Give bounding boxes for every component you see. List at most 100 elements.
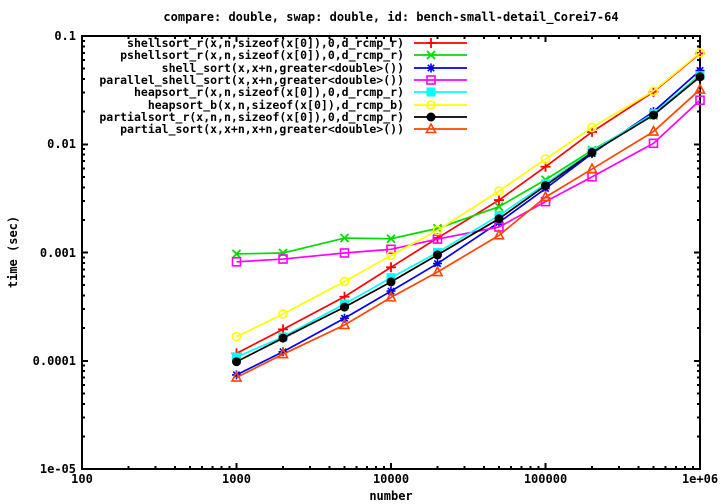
- circle-open-marker: [695, 47, 705, 58]
- x-tick-label: 1e+06: [681, 472, 719, 486]
- circle-open-marker: [648, 86, 659, 96]
- legend-item-label: pshellsort_r(x,n,sizeof(x[0]),0,d_rcmp_r…: [120, 48, 404, 63]
- series-line: [236, 76, 701, 363]
- legend-item-label: shellsort_r(x,n,sizeof(x[0]),0,d_rcmp_r): [127, 36, 404, 51]
- cross-marker: [231, 249, 242, 259]
- circle-open-marker: [494, 186, 504, 196]
- legend-item-label: parallel_shell_sort(x,x+n,greater<double…: [99, 73, 404, 88]
- cross-marker: [426, 50, 436, 61]
- x-tick-label: 10000: [372, 472, 410, 486]
- triangle-open-marker: [338, 318, 351, 330]
- chart-title: compare: double, swap: double, id: bench…: [163, 10, 619, 24]
- legend-item: parallel_shell_sort(x,x+n,greater<double…: [0, 74, 468, 86]
- cross-marker: [494, 202, 504, 212]
- asterisk-marker: [278, 347, 288, 357]
- legend-item: shell_sort(x,x+n,greater<double>()): [0, 62, 468, 74]
- cross-marker: [339, 233, 350, 243]
- series-line: [236, 52, 701, 338]
- circle-filled-marker: [339, 302, 349, 312]
- legend-item: shellsort_r(x,n,sizeof(x[0]),0,d_rcmp_r): [0, 37, 468, 49]
- square-open-marker: [648, 138, 659, 149]
- circle-filled-marker: [587, 147, 597, 157]
- x-axis-label: number: [369, 489, 413, 503]
- legend-item-label: partialsort_r(x,n,n,sizeof(x[0]),0,d_rcm…: [99, 109, 404, 124]
- square-open-marker: [231, 257, 242, 267]
- legend-item: heapsort_b(x,n,sizeof(x[0]),d_rcmp_b): [0, 97, 468, 112]
- square-filled-marker: [232, 352, 241, 362]
- circle-open-marker: [339, 276, 350, 287]
- triangle-open-marker: [647, 124, 660, 136]
- series-line: [236, 52, 701, 355]
- triangle-open-marker: [425, 123, 437, 134]
- triangle-open-marker: [694, 82, 706, 94]
- asterisk-marker: [426, 63, 436, 73]
- legend-item-sample: [414, 112, 467, 122]
- asterisk-marker: [232, 370, 241, 380]
- triangle-open-marker: [431, 265, 444, 277]
- x-tick-label: 100000: [523, 472, 568, 486]
- y-tick-label: 0.001: [39, 245, 76, 260]
- legend-item-sample: [414, 99, 467, 110]
- circle-filled-marker: [426, 112, 436, 122]
- circle-filled-marker: [494, 214, 504, 224]
- x-tick-label: 1000: [222, 472, 251, 486]
- series-line: [236, 88, 701, 379]
- y-tick-label: 0.0001: [32, 353, 76, 368]
- legend-item: partial_sort(x,x+n,x+n,greater<double>()…: [0, 123, 468, 135]
- series-line: [236, 75, 701, 358]
- y-tick-label: 0.01: [47, 137, 76, 152]
- square-open-marker: [426, 75, 436, 85]
- legend-item-sample: [414, 123, 467, 134]
- legend-item: heapsort_r(x,n,sizeof(x[0]),0,d_rcmp_r): [0, 86, 468, 98]
- legend-item-label: partial_sort(x,x+n,x+n,greater<double>()…: [120, 122, 404, 137]
- x-tick-label: 100: [71, 472, 93, 486]
- circle-open-marker: [426, 99, 436, 110]
- legend-item: partialsort_r(x,n,n,sizeof(x[0]),0,d_rcm…: [0, 111, 468, 123]
- legend: shellsort_r(x,n,sizeof(x[0]),0,d_rcmp_r)…: [0, 37, 468, 135]
- y-tick-label: 0.1: [54, 29, 76, 43]
- circle-filled-marker: [433, 250, 443, 260]
- legend-item-sample: [414, 75, 467, 85]
- circle-filled-marker: [541, 181, 550, 191]
- triangle-open-marker: [493, 228, 505, 240]
- legend-item-sample: [414, 50, 467, 61]
- circle-open-marker: [432, 225, 443, 236]
- circle-filled-marker: [232, 357, 241, 367]
- square-open-marker: [339, 248, 350, 258]
- circle-open-marker: [386, 250, 396, 261]
- circle-open-marker: [540, 154, 551, 164]
- legend-item-sample: [414, 63, 467, 73]
- plus-marker: [386, 262, 396, 273]
- triangle-open-marker: [277, 347, 289, 359]
- plus-marker: [426, 38, 436, 49]
- legend-item-label: shell_sort(x,x+n,greater<double>()): [161, 60, 404, 75]
- triangle-open-marker: [539, 190, 552, 202]
- triangle-open-marker: [586, 162, 598, 174]
- circle-open-marker: [231, 331, 242, 342]
- legend-item-sample: [414, 38, 467, 49]
- circle-open-marker: [587, 122, 597, 133]
- square-open-marker: [278, 254, 288, 264]
- legend-item-label: heapsort_r(x,n,sizeof(x[0]),0,d_rcmp_r): [133, 85, 404, 100]
- square-open-marker: [695, 95, 705, 106]
- legend-item-label: heapsort_b(x,n,sizeof(x[0]),d_rcmp_b): [147, 97, 404, 112]
- circle-filled-marker: [695, 72, 705, 82]
- legend-item: pshellsort_r(x,n,sizeof(x[0]),0,d_rcmp_r…: [0, 49, 468, 61]
- asterisk-marker: [433, 259, 443, 269]
- circle-filled-marker: [648, 110, 658, 120]
- triangle-open-marker: [385, 290, 397, 302]
- plus-marker: [493, 195, 504, 206]
- circle-filled-marker: [278, 333, 288, 343]
- cross-marker: [386, 234, 396, 244]
- square-open-marker: [386, 244, 396, 255]
- asterisk-marker: [339, 313, 349, 323]
- square-filled-marker: [426, 87, 436, 97]
- circle-open-marker: [278, 309, 288, 319]
- y-tick-label: 1e-05: [39, 462, 76, 476]
- legend-item-sample: [414, 87, 467, 97]
- asterisk-marker: [695, 66, 705, 76]
- triangle-open-marker: [230, 370, 243, 382]
- circle-filled-marker: [386, 277, 396, 287]
